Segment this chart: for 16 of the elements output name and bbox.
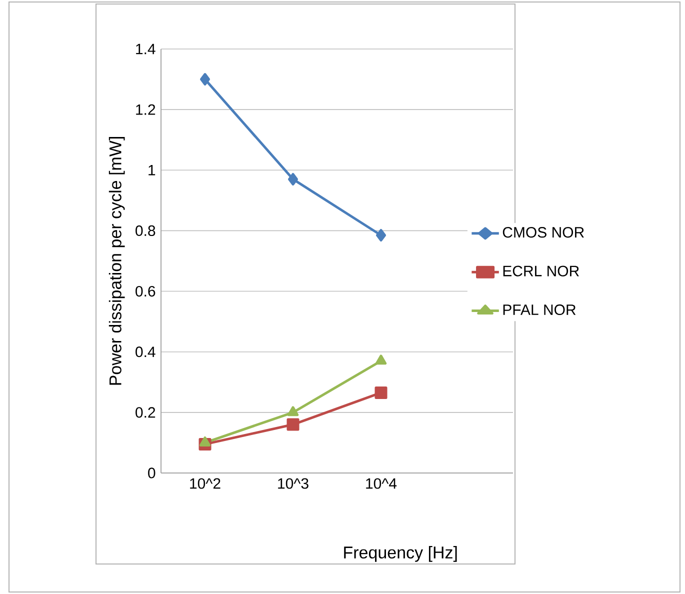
y-tick-label: 1 [148,164,156,176]
y-tick-label: 0.6 [136,286,156,297]
legend-label: CMOS NOR [502,227,584,238]
legend-label: PFAL NOR [503,304,576,316]
y-tick-label: 0 [148,468,156,478]
y-axis-title: Power dissipation per cycle [mW] [108,137,125,385]
y-tick-label: 1.2 [136,104,156,115]
x-axis-title: Frequency [Hz] [344,546,457,562]
x-tick-label: 10^2 [190,478,220,489]
y-tick-label: 0.2 [136,407,156,418]
legend-label: ECRL NOR [503,266,579,276]
y-tick-label: 0.4 [136,346,156,358]
y-tick-label: 0.8 [136,225,156,236]
x-tick-label: 10^3 [278,478,308,489]
y-tick-label: 1.4 [136,44,156,54]
x-tick-label: 10^4 [366,478,397,489]
